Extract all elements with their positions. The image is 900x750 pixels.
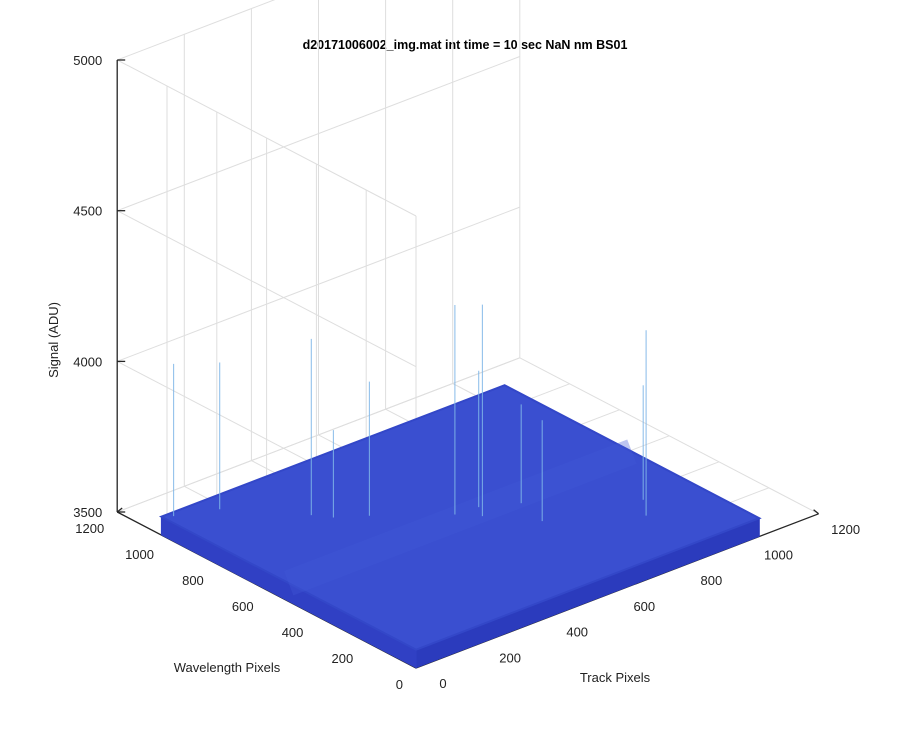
chart-title: d20171006002_img.mat int time = 10 sec N… bbox=[303, 38, 628, 52]
y-tick-label: 400 bbox=[282, 625, 304, 640]
z-tick-label: 4000 bbox=[73, 354, 102, 369]
grid-line bbox=[117, 357, 520, 513]
grid-line bbox=[117, 0, 276, 61]
x-tick-label: 1200 bbox=[831, 522, 860, 537]
y-tick-label: 200 bbox=[331, 651, 353, 666]
grid-line bbox=[116, 59, 417, 217]
y-tick-label: 1200 bbox=[75, 521, 104, 536]
x-tick-label: 0 bbox=[439, 676, 446, 691]
z-tick-label: 5000 bbox=[73, 53, 102, 68]
z-tick-label: 4500 bbox=[73, 204, 102, 219]
grid-line bbox=[116, 210, 417, 368]
x-tick-label: 400 bbox=[566, 625, 588, 640]
y-axis-label: Wavelength Pixels bbox=[174, 660, 281, 675]
x-axis-label: Track Pixels bbox=[580, 670, 651, 685]
y-tick-label: 1000 bbox=[125, 547, 154, 562]
x-tick-mark bbox=[813, 509, 820, 515]
x-tick-label: 600 bbox=[633, 599, 655, 614]
y-tick-label: 600 bbox=[232, 599, 254, 614]
x-tick-label: 1000 bbox=[764, 548, 793, 563]
y-tick-label: 0 bbox=[396, 677, 403, 692]
z-tick-label: 3500 bbox=[73, 505, 102, 520]
surface-top bbox=[158, 384, 762, 651]
x-tick-label: 800 bbox=[701, 573, 723, 588]
grid-line bbox=[117, 56, 520, 212]
y-tick-mark bbox=[116, 507, 123, 513]
grid-line bbox=[117, 206, 520, 362]
surface-layer bbox=[158, 304, 762, 669]
x-tick-label: 200 bbox=[499, 650, 521, 665]
z-axis-label: Signal (ADU) bbox=[46, 302, 61, 378]
surface-shading bbox=[284, 439, 637, 596]
y-tick-label: 800 bbox=[182, 573, 204, 588]
tick-label-layer: 0 200 400 600 800 1000 1200 0 200 400 600 800 1000 12… bbox=[73, 53, 860, 692]
